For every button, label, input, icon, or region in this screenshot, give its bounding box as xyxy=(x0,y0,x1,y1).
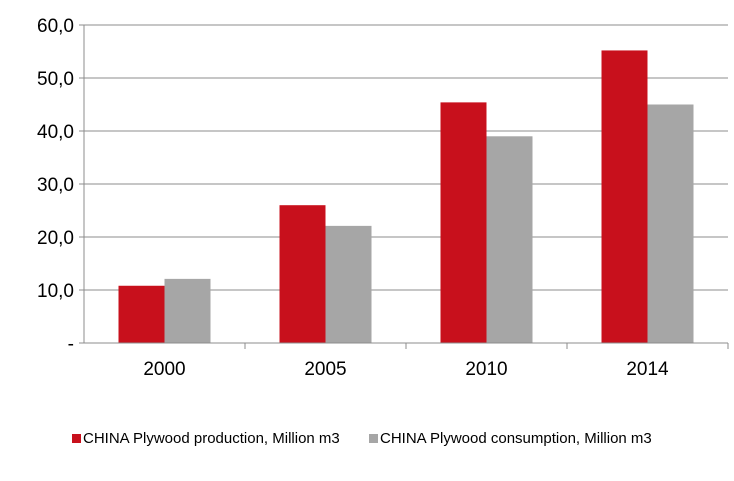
bar-production-2014 xyxy=(601,50,648,343)
legend-swatch-production xyxy=(72,434,81,443)
y-tick-label: 40,0 xyxy=(37,122,74,143)
y-axis-ticks: - 10,0 20,0 30,0 40,0 50,0 60,0 xyxy=(37,16,84,355)
y-tick-label: 10,0 xyxy=(37,281,74,302)
x-tick-label: 2014 xyxy=(626,359,669,380)
bar-production-2010 xyxy=(440,102,487,343)
x-tick-label: 2010 xyxy=(465,359,507,380)
y-tick-label: 50,0 xyxy=(37,69,74,90)
bar-consumption-2005 xyxy=(325,225,372,343)
y-tick-label: 60,0 xyxy=(37,16,74,37)
y-tick-label: 30,0 xyxy=(37,175,74,196)
legend-label-production: CHINA Plywood production, Million m3 xyxy=(83,430,340,447)
x-tick-label: 2000 xyxy=(143,359,185,380)
bar-consumption-2000 xyxy=(164,278,211,343)
legend-label-consumption: CHINA Plywood consumption, Million m3 xyxy=(380,430,652,447)
bar-consumption-2014 xyxy=(647,104,694,343)
x-axis-ticks: 2000 2005 2010 2014 xyxy=(143,343,729,380)
legend-swatch-consumption xyxy=(369,434,378,443)
x-tick-label: 2005 xyxy=(304,359,346,380)
bars xyxy=(118,50,694,343)
bar-production-2005 xyxy=(279,205,326,343)
bar-production-2000 xyxy=(118,285,165,343)
y-tick-label: 20,0 xyxy=(37,228,74,249)
bar-consumption-2010 xyxy=(486,136,533,343)
legend: CHINA Plywood production, Million m3 CHIN… xyxy=(72,430,652,447)
y-tick-label: - xyxy=(68,334,74,355)
